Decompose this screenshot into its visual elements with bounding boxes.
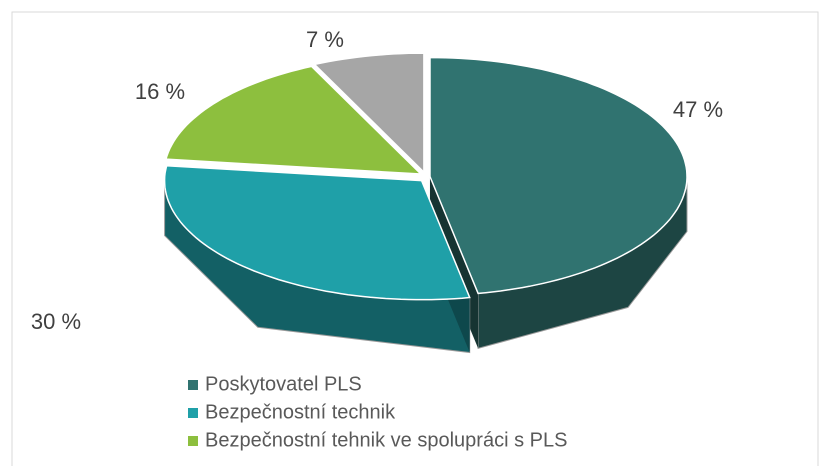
data-label: 30 % [31,309,81,334]
slice [163,164,471,301]
legend-label: Poskytovatel PLS [205,373,362,395]
legend-label: Bezpečnostní technik [205,401,396,423]
data-label: 47 % [673,97,723,122]
data-label: 16 % [135,79,185,104]
slice [165,65,423,175]
slice [429,56,688,295]
legend-swatch [188,408,198,418]
data-label: 7 % [306,27,344,52]
legend-label: Bezpečnostní tehnik ve spolupráci s PLS [205,429,567,451]
legend-swatch [188,380,198,390]
slice [312,52,425,174]
chart-frame [11,11,819,466]
legend-swatch [188,436,198,446]
